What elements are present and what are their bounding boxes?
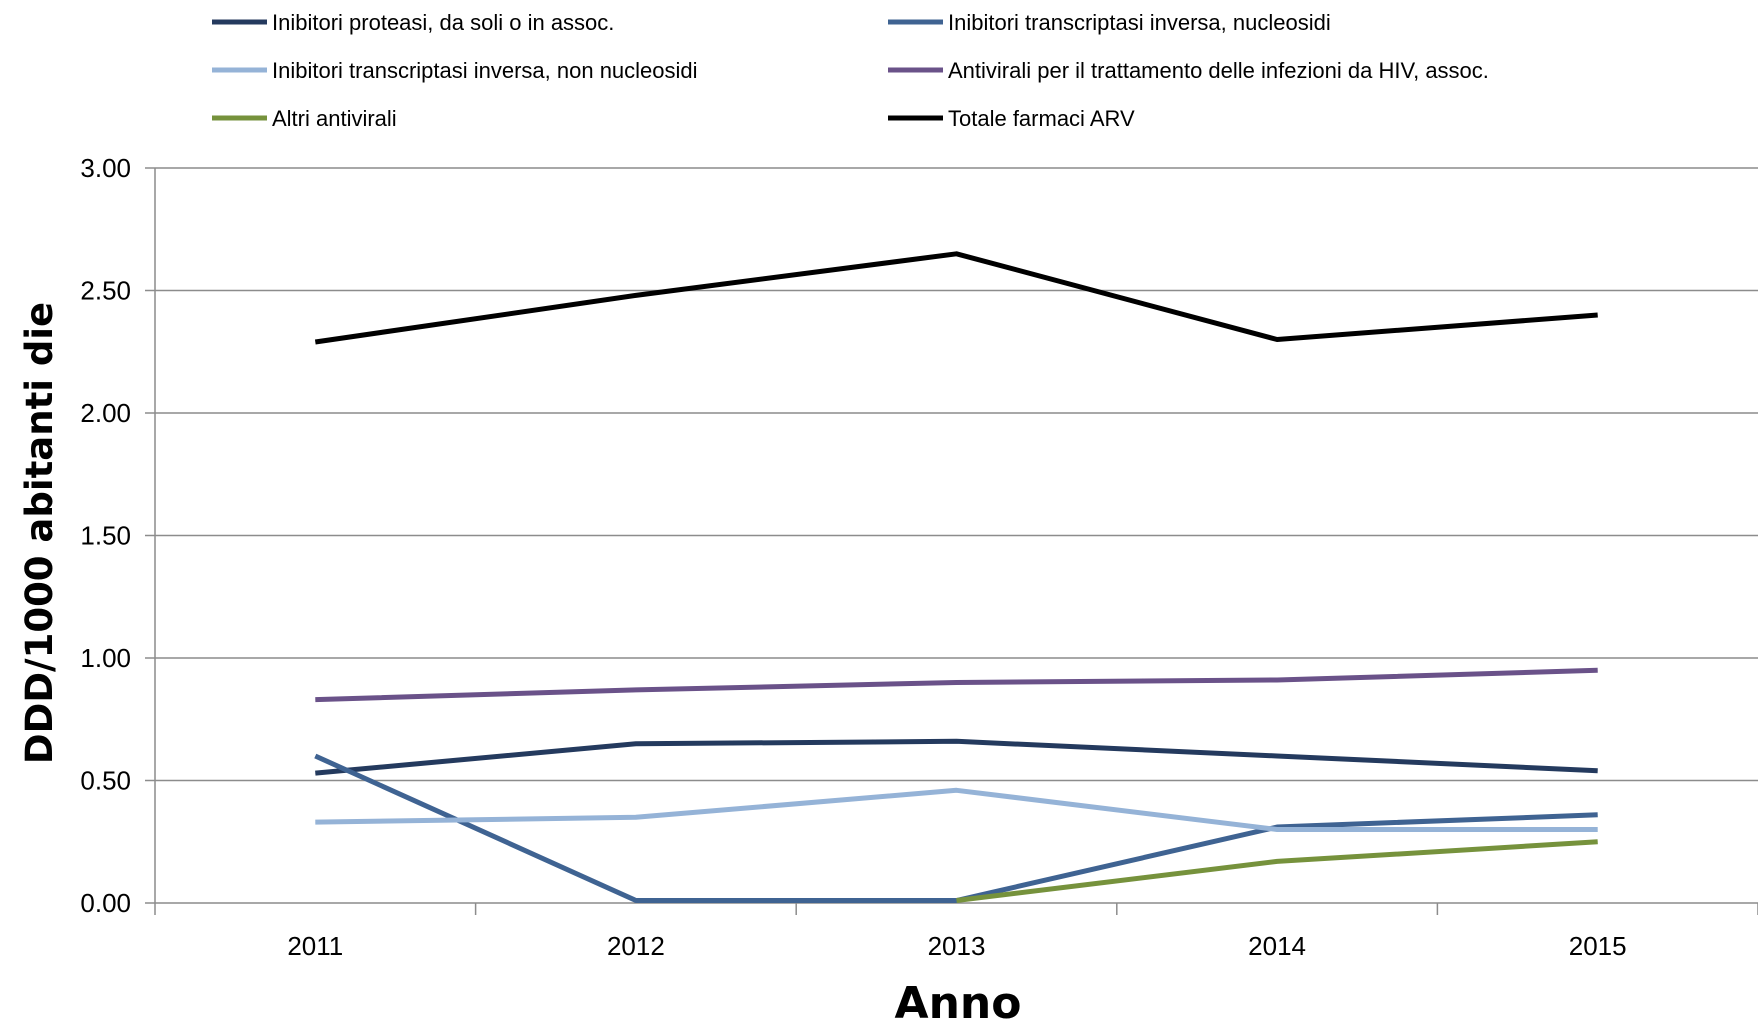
- x-tick-label: 2012: [607, 931, 665, 961]
- y-tick-label: 2.00: [80, 398, 131, 428]
- y-tick-label: 2.50: [80, 276, 131, 306]
- y-tick-label: 1.50: [80, 521, 131, 551]
- legend-label: Antivirali per il trattamento delle infe…: [948, 58, 1489, 83]
- legend-label: Inibitori proteasi, da soli o in assoc.: [272, 10, 614, 35]
- y-tick-label: 3.00: [80, 153, 131, 183]
- series-line: [956, 839, 1598, 903]
- series-line: [314, 251, 1598, 345]
- legend: Inibitori proteasi, da soli o in assoc. I…: [212, 10, 1489, 131]
- series-line: [315, 667, 1598, 703]
- series-line: [315, 738, 1598, 776]
- x-tick-label: 2014: [1248, 931, 1306, 961]
- axes: 0.00 0.50 1.00 1.50 2.00 2.50 3.00 2011 2012 2013…: [80, 153, 1758, 961]
- legend-label: Totale farmaci ARV: [948, 106, 1135, 131]
- legend-label: Inibitori transcriptasi inversa, nucleos…: [948, 10, 1331, 35]
- y-tick-label: 0.00: [80, 888, 131, 918]
- gridlines: [155, 167, 1758, 782]
- y-tick-label: 1.00: [80, 643, 131, 673]
- x-tick-label: 2013: [928, 931, 986, 961]
- series-lines: [314, 251, 1598, 903]
- legend-label: Altri antivirali: [272, 106, 397, 131]
- x-tick-label: 2015: [1569, 931, 1627, 961]
- x-axis-title: Anno: [895, 978, 1022, 1025]
- y-tick-label: 0.50: [80, 766, 131, 796]
- y-axis-title: DDD/1000 abitanti die: [18, 302, 61, 764]
- x-tick-label: 2011: [287, 931, 343, 961]
- legend-label: Inibitori transcriptasi inversa, non nuc…: [272, 58, 698, 83]
